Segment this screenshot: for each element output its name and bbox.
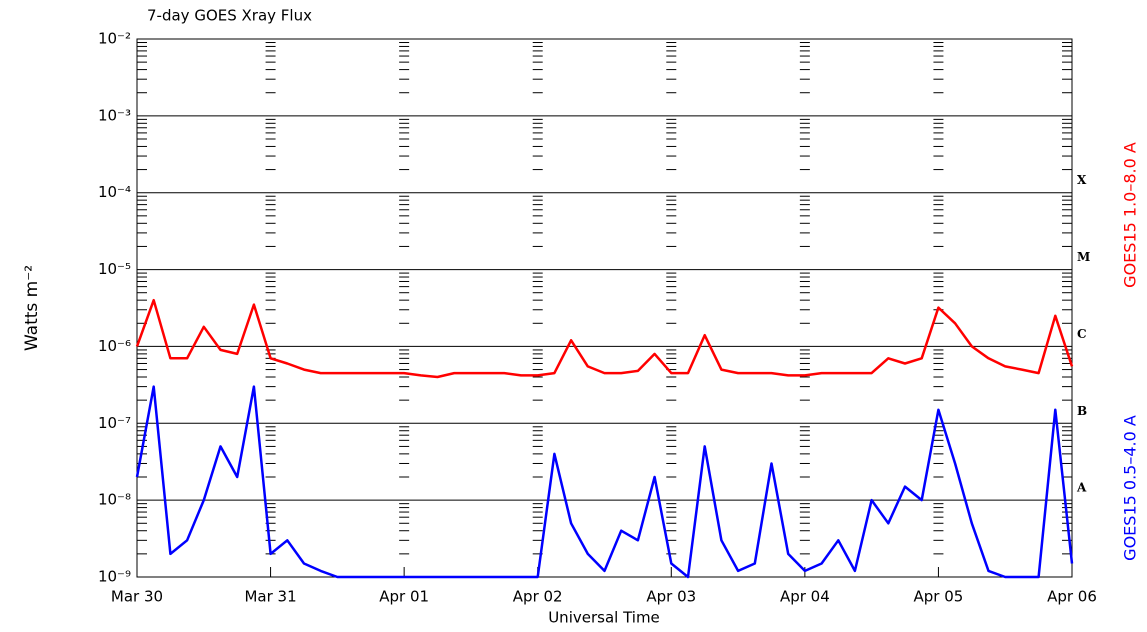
y-tick-label: 10⁻³ xyxy=(98,106,131,124)
class-label: A xyxy=(1076,481,1087,495)
class-label: B xyxy=(1077,404,1087,418)
y-axis-label: Watts m⁻² xyxy=(22,265,42,351)
x-tick-label: Apr 05 xyxy=(914,588,964,606)
x-tick-label: Apr 02 xyxy=(513,588,563,606)
series-line xyxy=(135,385,1074,579)
y-tick-label: 10⁻⁶ xyxy=(98,337,131,355)
x-axis-label: Universal Time xyxy=(548,609,660,627)
plot-frame xyxy=(136,38,1073,578)
x-tick-label: Apr 03 xyxy=(646,588,696,606)
class-label: X xyxy=(1077,173,1087,187)
y-tick-label: 10⁻⁴ xyxy=(98,183,131,201)
x-tick-label: Apr 01 xyxy=(379,588,429,606)
y-tick-label: 10⁻² xyxy=(98,30,131,48)
y-tick-label: 10⁻⁹ xyxy=(98,568,131,586)
x-tick-label: Mar 31 xyxy=(244,588,296,606)
y-tick-label: 10⁻⁸ xyxy=(98,491,131,509)
class-label: M xyxy=(1077,250,1090,264)
legend-label: GOES15 1.0–8.0 A xyxy=(1121,142,1140,288)
series-line xyxy=(135,298,1074,379)
chart-title: 7-day GOES Xray Flux xyxy=(147,7,312,25)
y-tick-label: 10⁻⁵ xyxy=(98,260,131,278)
x-tick-label: Apr 04 xyxy=(780,588,830,606)
class-label: C xyxy=(1077,327,1087,341)
legend-label: GOES15 0.5–4.0 A xyxy=(1121,415,1140,561)
x-tick-label: Mar 30 xyxy=(111,588,163,606)
x-tick-label: Apr 06 xyxy=(1047,588,1097,606)
y-tick-label: 10⁻⁷ xyxy=(98,414,131,432)
